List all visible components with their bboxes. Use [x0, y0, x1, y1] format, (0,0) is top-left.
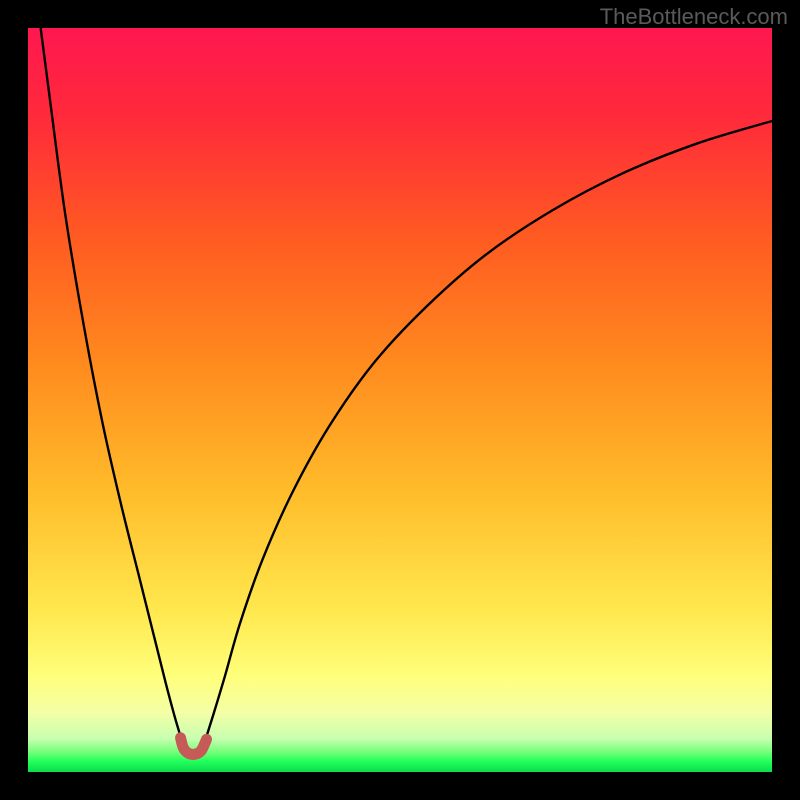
attribution-text: TheBottleneck.com [600, 4, 788, 30]
bottleneck-chart [0, 0, 800, 800]
chart-container: TheBottleneck.com [0, 0, 800, 800]
